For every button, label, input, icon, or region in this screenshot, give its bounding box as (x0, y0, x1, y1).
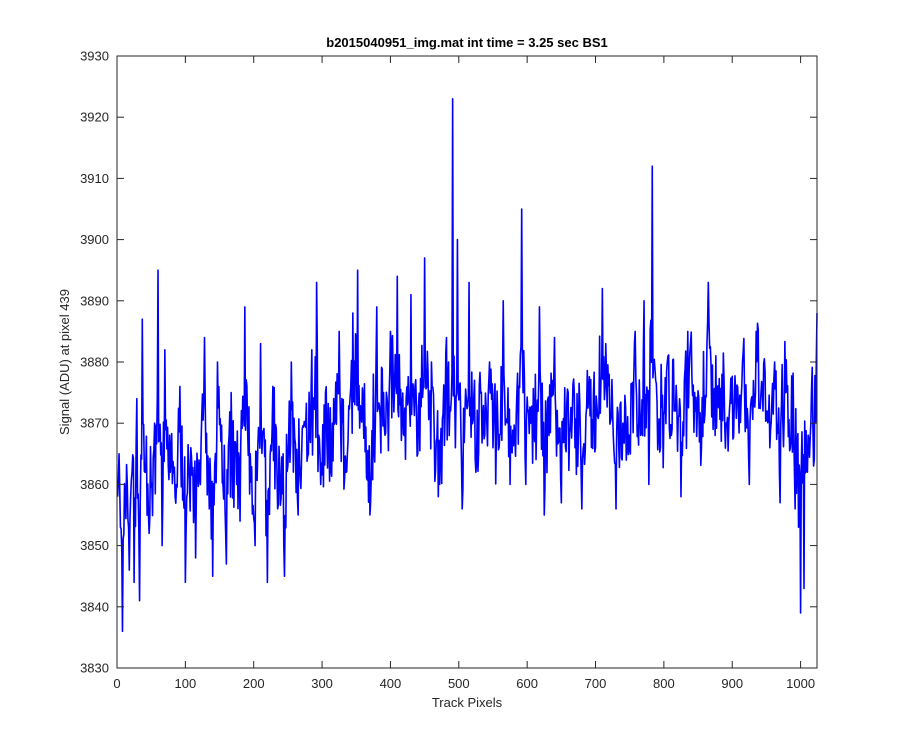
x-tick-label: 700 (585, 676, 607, 691)
x-axis-label: Track Pixels (432, 695, 503, 710)
y-tick-label: 3880 (80, 355, 109, 370)
series-layer (116, 98, 818, 633)
y-tick-label: 3830 (80, 661, 109, 676)
x-tick-label: 100 (175, 676, 197, 691)
y-tick-label: 3860 (80, 477, 109, 492)
x-tick-label: 900 (721, 676, 743, 691)
chart-title: b2015040951_img.mat int time = 3.25 sec … (326, 35, 607, 50)
y-tick-label: 3910 (80, 171, 109, 186)
y-axis-label: Signal (ADU) at pixel 439 (57, 289, 72, 435)
ticks-layer: 0 100 200 300 400 500 600 700 800 900 1000 3830 3840… (80, 49, 817, 691)
x-tick-label: 300 (311, 676, 333, 691)
x-tick-label: 1000 (786, 676, 815, 691)
axes-box (116, 55, 818, 669)
x-tick-label: 600 (516, 676, 538, 691)
series-line (116, 98, 818, 633)
y-tick-label: 3850 (80, 538, 109, 553)
y-tick-label: 3930 (80, 49, 109, 64)
y-tick-label: 3840 (80, 599, 109, 614)
y-tick-label: 3890 (80, 293, 109, 308)
y-tick-label: 3870 (80, 416, 109, 431)
x-tick-label: 200 (243, 676, 265, 691)
x-tick-label: 0 (113, 676, 120, 691)
y-tick-label: 3900 (80, 232, 109, 247)
x-tick-label: 400 (380, 676, 402, 691)
y-tick-label: 3920 (80, 110, 109, 125)
axes-background (117, 56, 817, 668)
x-tick-label: 800 (653, 676, 675, 691)
x-tick-label: 500 (448, 676, 470, 691)
